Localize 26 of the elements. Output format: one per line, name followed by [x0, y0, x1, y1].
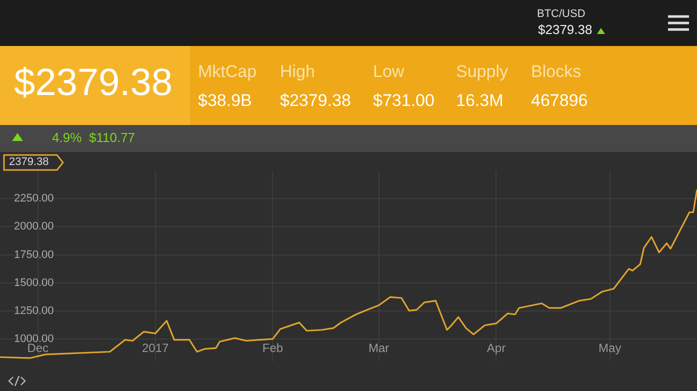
- text: 2379.38: [9, 156, 49, 168]
- text: 4.9%: [52, 130, 82, 145]
- y-tick-label: 1750.00: [14, 248, 54, 261]
- text: 467896: [531, 91, 588, 111]
- x-tick-label: May: [598, 340, 622, 355]
- text: Blocks: [531, 62, 582, 82]
- x-tick-label: 2017: [142, 340, 169, 355]
- text: MktCap: [198, 62, 257, 82]
- y-tick-label: 1250.00: [14, 304, 54, 317]
- text: $2379.38: [538, 22, 592, 37]
- x-tick-label: Mar: [368, 340, 390, 355]
- text: Supply: [456, 62, 508, 82]
- text: $110.77: [89, 130, 136, 145]
- text: BTC/USD: [537, 8, 586, 20]
- text: $2379.38: [14, 62, 172, 105]
- text: 16.3M: [456, 91, 504, 111]
- text: $2379.38: [280, 91, 351, 111]
- text: High: [280, 62, 315, 82]
- text: $38.9B: [198, 91, 252, 111]
- y-tick-label: 2000.00: [14, 220, 54, 233]
- x-tick-label: Feb: [262, 340, 284, 355]
- x-tick-label: Apr: [486, 340, 506, 355]
- y-tick-label: 1500.00: [14, 276, 54, 289]
- y-tick-label: 2250.00: [14, 192, 54, 205]
- text: Low: [373, 62, 404, 82]
- text: $731.00: [373, 91, 434, 111]
